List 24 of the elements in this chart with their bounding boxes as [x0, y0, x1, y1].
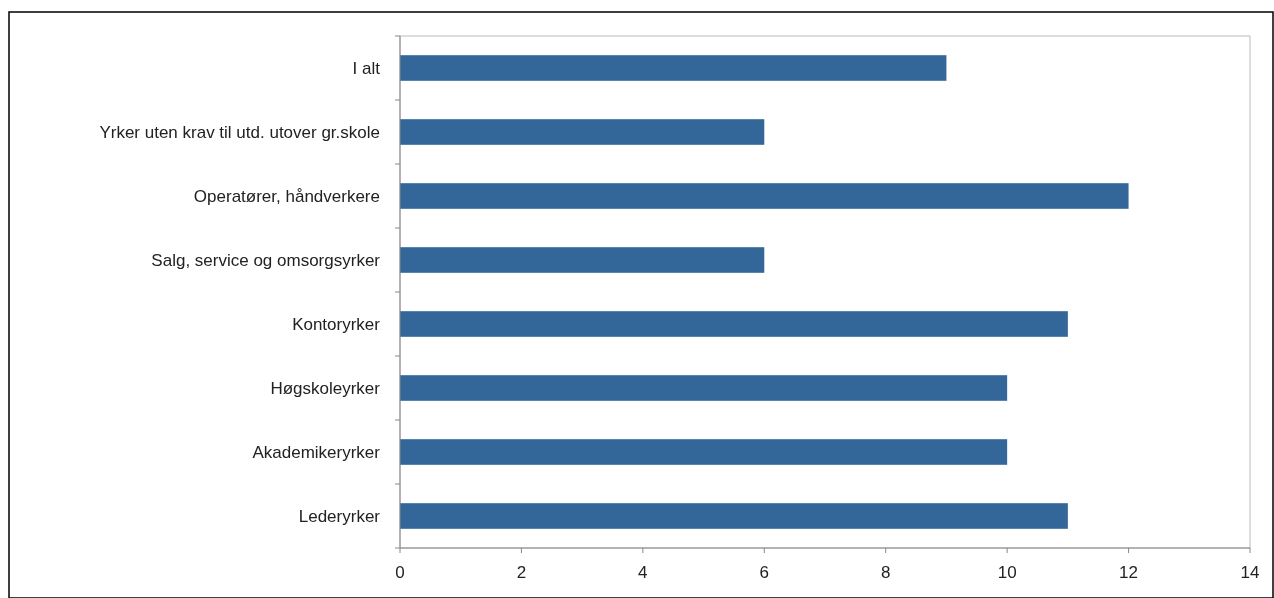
x-tick-label: 4 — [638, 563, 648, 582]
y-tick-label: Yrker uten krav til utd. utover gr.skole — [99, 122, 380, 142]
bar — [400, 247, 765, 273]
x-tick-label: 2 — [516, 563, 527, 582]
y-tick-label: Akademikeryrker — [252, 442, 381, 462]
bar — [400, 375, 1008, 401]
x-tick-label: 12 — [1119, 563, 1139, 582]
y-tick-label: Kontoryrker — [292, 314, 381, 334]
bar — [400, 119, 765, 145]
y-tick-label: Operatører, håndverkere — [193, 186, 380, 206]
x-tick-label: 14 — [1240, 563, 1260, 582]
bar — [400, 503, 1068, 529]
y-tick-label: Høgskoleyrker — [270, 378, 381, 398]
x-tick-label: 0 — [395, 563, 405, 582]
bar — [400, 55, 947, 81]
y-tick-label: I alt — [352, 58, 381, 78]
x-tick-label: 6 — [759, 563, 770, 582]
bar — [400, 439, 1008, 465]
y-tick-label: Salg, service og omsorgsyrker — [151, 250, 381, 270]
bar — [400, 311, 1068, 337]
x-tick-label: 10 — [997, 563, 1017, 582]
x-tick-label: 8 — [880, 563, 891, 582]
y-tick-label: Lederyrker — [298, 506, 381, 526]
bar — [400, 183, 1129, 209]
